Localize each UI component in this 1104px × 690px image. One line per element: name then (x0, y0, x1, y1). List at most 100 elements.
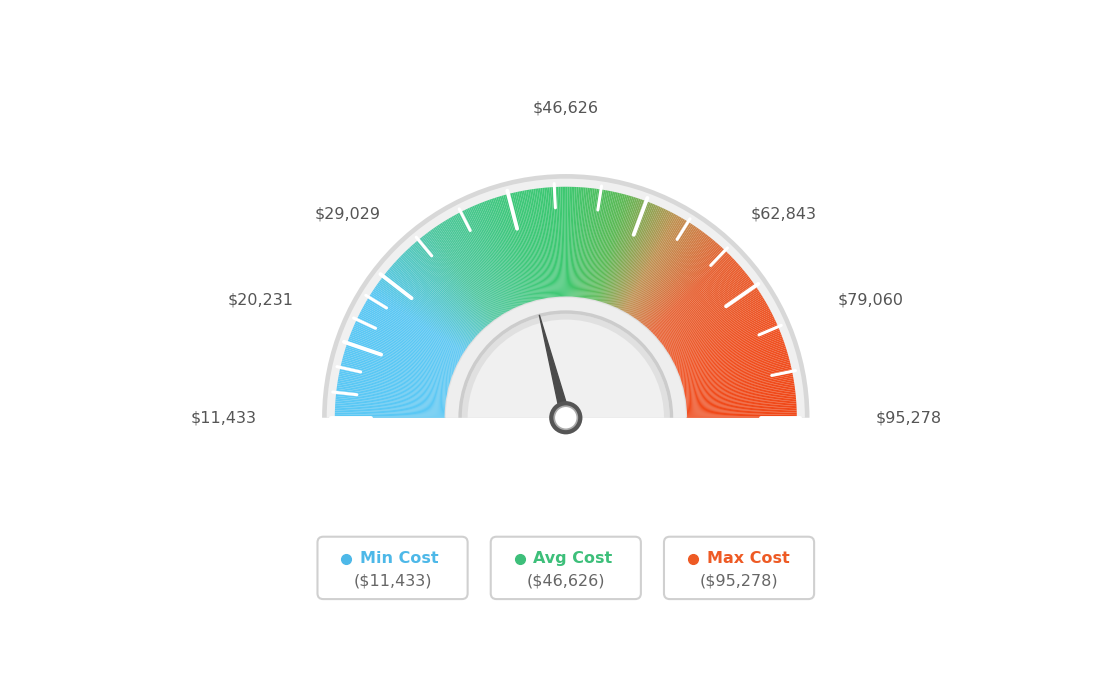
Wedge shape (501, 195, 533, 302)
Wedge shape (659, 273, 747, 344)
Wedge shape (635, 229, 700, 320)
Wedge shape (404, 252, 482, 332)
Wedge shape (602, 197, 637, 304)
Wedge shape (339, 373, 448, 395)
Wedge shape (682, 366, 792, 391)
Wedge shape (354, 323, 456, 369)
Wedge shape (572, 187, 578, 298)
Wedge shape (672, 313, 773, 364)
Text: Max Cost: Max Cost (707, 551, 789, 566)
Text: $95,278: $95,278 (875, 411, 942, 425)
Wedge shape (375, 285, 467, 349)
Wedge shape (390, 266, 475, 339)
Wedge shape (337, 391, 446, 404)
Wedge shape (618, 210, 669, 310)
Wedge shape (423, 235, 492, 324)
Wedge shape (367, 299, 463, 357)
Wedge shape (598, 195, 630, 302)
Wedge shape (343, 353, 450, 385)
Wedge shape (469, 207, 517, 308)
Wedge shape (477, 204, 521, 307)
Wedge shape (550, 187, 559, 298)
Wedge shape (664, 282, 754, 348)
Wedge shape (601, 197, 636, 303)
Wedge shape (401, 255, 481, 333)
Wedge shape (368, 297, 464, 356)
Wedge shape (676, 323, 777, 369)
Wedge shape (335, 405, 446, 412)
Wedge shape (507, 194, 535, 302)
Wedge shape (578, 188, 591, 298)
Wedge shape (335, 408, 446, 414)
Wedge shape (686, 403, 796, 411)
Wedge shape (344, 350, 452, 384)
Wedge shape (418, 239, 490, 325)
Text: $79,060: $79,060 (838, 293, 903, 308)
Wedge shape (643, 239, 714, 326)
Wedge shape (403, 253, 481, 333)
Wedge shape (668, 297, 764, 356)
Wedge shape (682, 359, 789, 388)
Wedge shape (646, 246, 721, 329)
Wedge shape (464, 210, 513, 310)
Wedge shape (340, 366, 449, 391)
Wedge shape (388, 269, 474, 341)
Wedge shape (380, 279, 469, 346)
Wedge shape (338, 380, 447, 399)
Wedge shape (660, 275, 749, 344)
Wedge shape (456, 214, 510, 312)
Wedge shape (682, 360, 790, 388)
Wedge shape (503, 195, 534, 302)
Wedge shape (576, 188, 587, 298)
Wedge shape (341, 360, 449, 388)
Wedge shape (675, 318, 775, 366)
Wedge shape (686, 391, 795, 404)
Wedge shape (564, 187, 565, 297)
Wedge shape (641, 237, 712, 324)
Wedge shape (362, 306, 460, 361)
Wedge shape (573, 187, 582, 298)
Wedge shape (667, 293, 761, 353)
Wedge shape (680, 350, 787, 384)
Wedge shape (342, 359, 449, 388)
Wedge shape (544, 188, 555, 298)
Wedge shape (348, 342, 453, 379)
Wedge shape (432, 229, 497, 320)
Wedge shape (582, 189, 598, 299)
Wedge shape (553, 187, 560, 298)
Wedge shape (422, 237, 491, 324)
Wedge shape (684, 384, 795, 401)
Wedge shape (652, 257, 733, 335)
Wedge shape (347, 343, 453, 380)
Wedge shape (628, 221, 688, 316)
Wedge shape (459, 212, 511, 311)
Wedge shape (424, 234, 492, 323)
Wedge shape (463, 210, 513, 310)
Wedge shape (683, 373, 793, 395)
Wedge shape (355, 321, 457, 368)
Wedge shape (677, 331, 781, 373)
Wedge shape (495, 197, 530, 304)
Wedge shape (658, 269, 744, 341)
Wedge shape (639, 234, 708, 323)
Wedge shape (382, 276, 471, 345)
Wedge shape (638, 233, 705, 322)
Wedge shape (662, 279, 752, 346)
Wedge shape (686, 411, 797, 415)
Text: Min Cost: Min Cost (360, 551, 438, 566)
Wedge shape (669, 299, 765, 357)
Wedge shape (458, 310, 673, 417)
Wedge shape (359, 315, 458, 365)
Wedge shape (343, 355, 450, 386)
Wedge shape (346, 348, 452, 382)
Wedge shape (644, 241, 715, 326)
Wedge shape (448, 218, 506, 315)
Wedge shape (379, 281, 469, 347)
Wedge shape (614, 206, 659, 308)
Wedge shape (396, 259, 478, 336)
Wedge shape (623, 215, 677, 313)
Wedge shape (683, 375, 793, 396)
Wedge shape (678, 335, 782, 375)
Wedge shape (566, 187, 570, 297)
Wedge shape (336, 398, 446, 408)
